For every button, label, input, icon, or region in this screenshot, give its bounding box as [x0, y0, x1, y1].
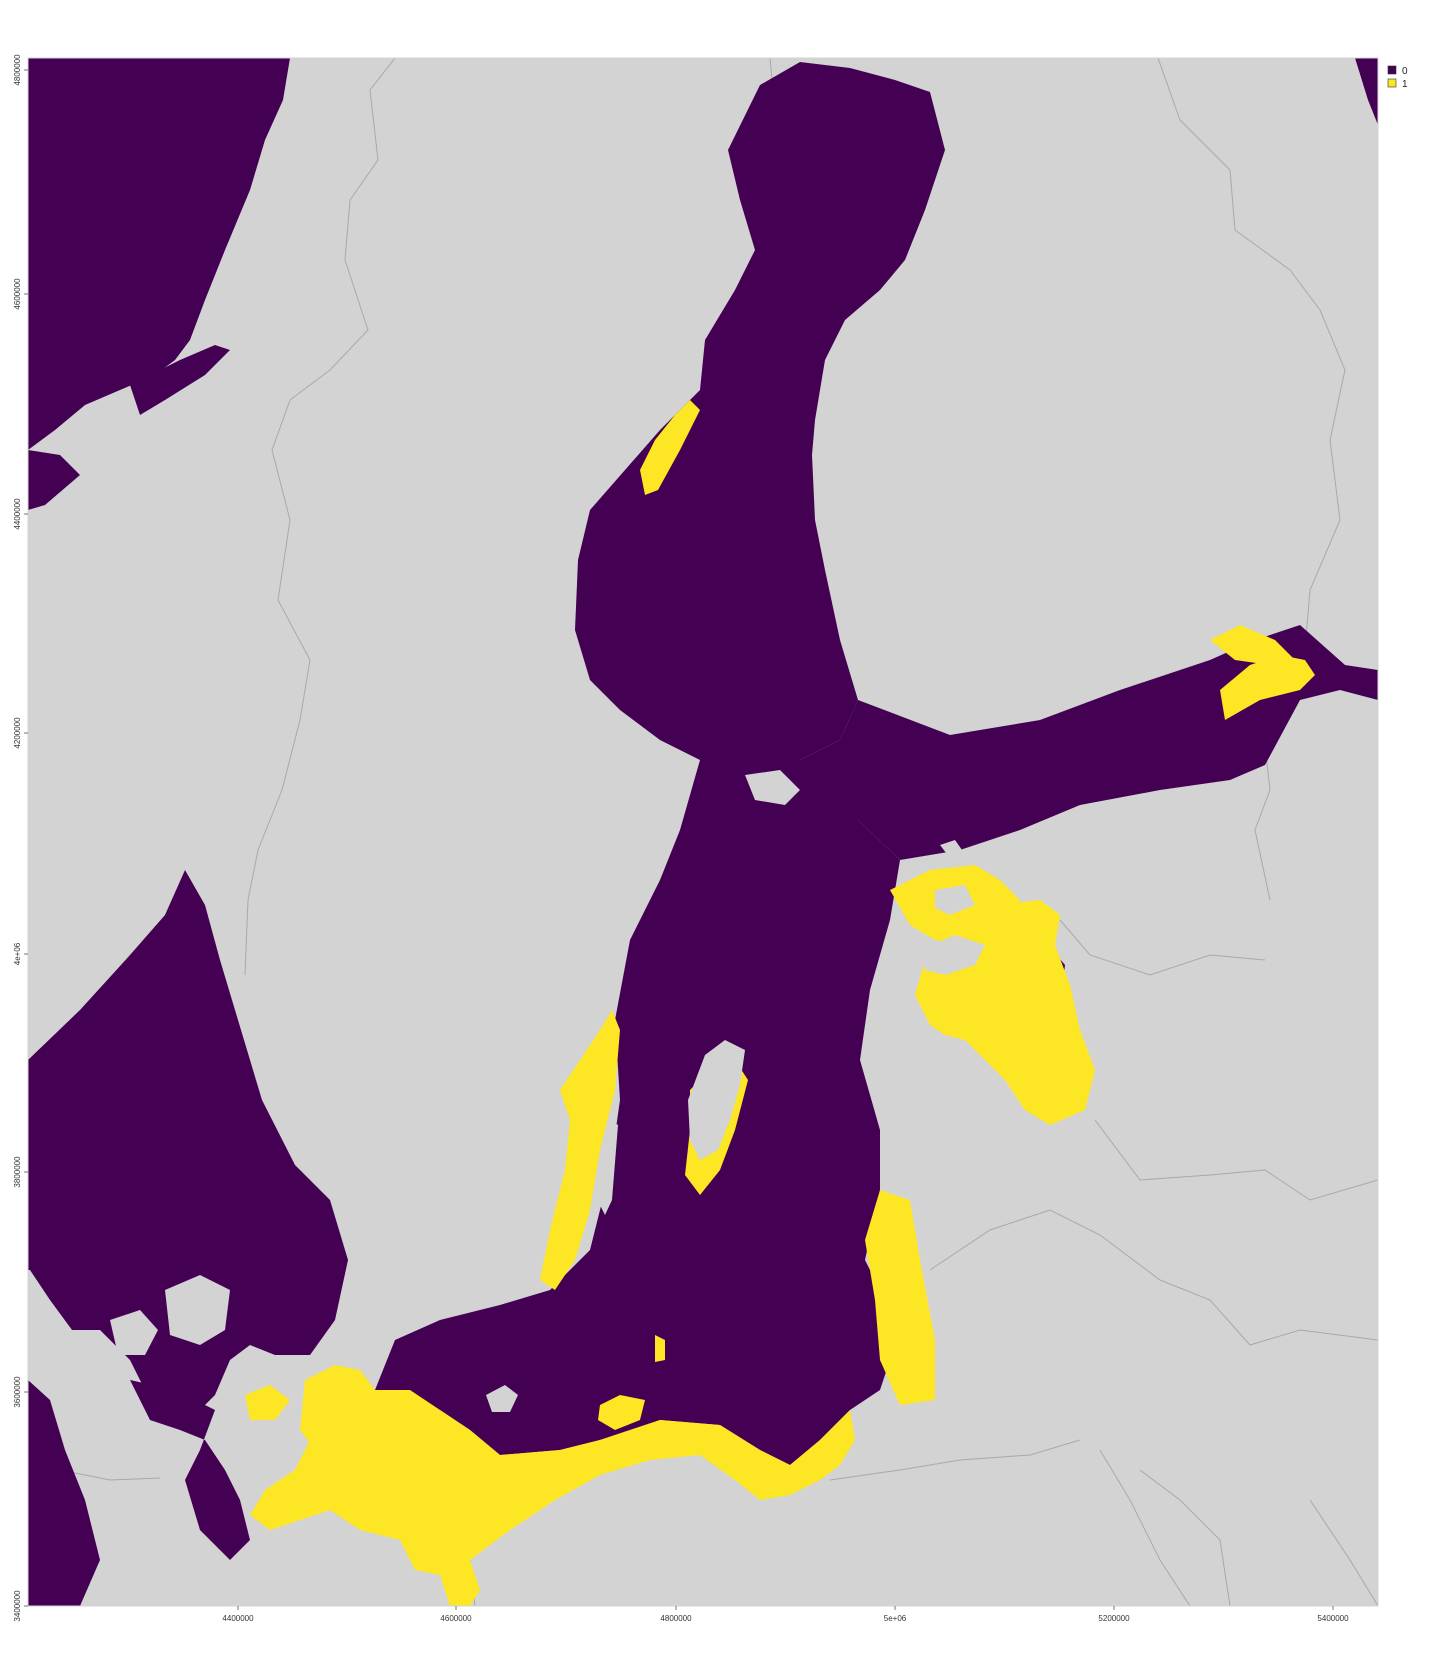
norwegian-fjord-1 [130, 345, 230, 415]
norwegian-fjord-2 [28, 450, 80, 510]
bothnian-bay [700, 62, 945, 455]
x-axis: 4400000 4600000 4800000 5e+06 5200000 5400000 [222, 1606, 1349, 1623]
map-panel [28, 58, 1378, 1606]
norwegian-sea [28, 58, 290, 450]
y-tick-label: 3400000 [13, 1590, 22, 1622]
hiiumaa [935, 885, 975, 915]
pomeranian-bay [440, 1560, 480, 1606]
gulf-islands [940, 840, 962, 858]
bothnian-sea-coast-patch [640, 400, 700, 495]
skagerrak-kattegat [28, 870, 348, 1420]
minor-border-1 [1139, 1469, 1231, 1606]
rugen-patch [598, 1395, 645, 1430]
latvia-lithuania-border [1094, 1119, 1378, 1201]
gulf-of-finland-east [1220, 655, 1315, 720]
norway-sweden-border [244, 58, 396, 976]
x-tick-label: 5200000 [1098, 1614, 1130, 1623]
x-tick-label: 5400000 [1317, 1614, 1349, 1623]
legend-label-1: 1 [1402, 79, 1408, 90]
y-tick-label: 4400000 [13, 498, 22, 530]
gulf-of-finland-north [1210, 625, 1295, 665]
y-tick-label: 4600000 [13, 278, 22, 310]
x-tick-label: 5e+06 [884, 1614, 907, 1623]
poland-belarus-border [1099, 1449, 1191, 1606]
danish-straits [130, 1380, 250, 1560]
baltic-states-coast [865, 1190, 935, 1405]
x-tick-label: 4800000 [660, 1614, 692, 1623]
aland-islands [745, 770, 800, 805]
y-tick-label: 3800000 [13, 1156, 22, 1188]
estonia-russia-border [1254, 744, 1271, 901]
legend-key-0 [1387, 65, 1397, 75]
bornholm [486, 1385, 518, 1412]
denmark-germany-border [59, 1469, 161, 1481]
oland [600, 1120, 618, 1215]
islands [110, 770, 985, 1412]
x-tick-label: 4600000 [440, 1614, 472, 1623]
finland-russia-border [1157, 58, 1346, 651]
bornholm-patch [655, 1335, 665, 1362]
y-tick-label: 4200000 [13, 717, 22, 749]
kattegat-island-patch [245, 1385, 290, 1420]
belt-sea [300, 1365, 375, 1450]
minor-border-2 [1309, 1499, 1378, 1606]
legend: 01 [1387, 65, 1408, 90]
legend-key-1 [1387, 78, 1397, 88]
x-tick-label: 4400000 [222, 1614, 254, 1623]
southern-baltic-coast [250, 1380, 855, 1575]
poland-kaliningrad-border [829, 1439, 1081, 1481]
zealand [165, 1275, 230, 1345]
y-axis: 4800000 4600000 4400000 4200000 4e+06 3800000… [13, 54, 28, 1622]
saaremaa [920, 935, 985, 975]
swedish-east-coast [540, 1010, 620, 1290]
gotland [688, 1040, 745, 1160]
baltic-proper [375, 760, 900, 1465]
funen [110, 1310, 158, 1355]
y-tick-label: 3600000 [13, 1376, 22, 1408]
y-tick-label: 4e+06 [13, 942, 22, 965]
y-tick-label: 4800000 [13, 54, 22, 86]
legend-label-0: 0 [1402, 66, 1408, 77]
lithuania-belarus-border [929, 1209, 1378, 1346]
lake-onega-corner [1355, 58, 1378, 125]
north-sea-strip [28, 1380, 100, 1606]
panel-frame [27, 57, 1379, 1607]
estonia-latvia-border [1059, 919, 1266, 976]
